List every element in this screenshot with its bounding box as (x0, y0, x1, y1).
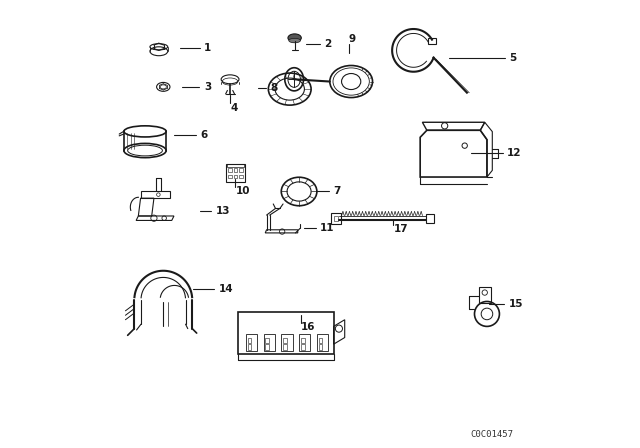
Bar (333, 216, 338, 221)
Text: 12: 12 (507, 148, 522, 158)
Bar (266, 338, 269, 343)
Bar (319, 338, 323, 343)
Bar (226, 164, 245, 182)
Bar (264, 334, 275, 351)
Bar (284, 345, 287, 350)
Bar (246, 334, 257, 351)
Text: 10: 10 (236, 186, 250, 197)
Text: 1: 1 (204, 43, 211, 53)
Text: 16: 16 (301, 322, 316, 332)
Bar (234, 168, 237, 172)
Bar (239, 168, 243, 172)
Text: 5: 5 (509, 53, 516, 63)
Bar (234, 175, 237, 178)
Bar (317, 334, 328, 351)
Text: 14: 14 (218, 284, 233, 293)
Text: 6: 6 (201, 130, 208, 140)
Text: 7: 7 (333, 185, 340, 196)
Bar (428, 38, 436, 44)
Bar (331, 213, 340, 224)
Text: 2: 2 (324, 39, 332, 49)
Text: 4: 4 (230, 103, 237, 113)
Bar (228, 175, 232, 178)
Text: 17: 17 (394, 224, 408, 234)
Ellipse shape (288, 34, 301, 42)
Bar (301, 338, 305, 343)
Text: 11: 11 (320, 224, 335, 233)
Text: 3: 3 (204, 82, 211, 92)
Bar (266, 345, 269, 350)
Bar (284, 338, 287, 343)
Bar (426, 214, 434, 223)
Ellipse shape (289, 39, 300, 43)
Bar (282, 334, 292, 351)
Text: 13: 13 (216, 206, 230, 215)
Bar (319, 345, 323, 350)
Bar (238, 312, 333, 354)
Text: C0C01457: C0C01457 (470, 430, 513, 439)
Bar (248, 338, 252, 343)
Bar (248, 345, 252, 350)
Bar (228, 168, 232, 172)
Bar (227, 164, 244, 168)
Text: 15: 15 (509, 299, 524, 309)
Text: 8: 8 (270, 83, 277, 93)
Bar (301, 345, 305, 350)
Bar (300, 334, 310, 351)
Bar (239, 175, 243, 178)
Text: 9: 9 (349, 34, 356, 44)
